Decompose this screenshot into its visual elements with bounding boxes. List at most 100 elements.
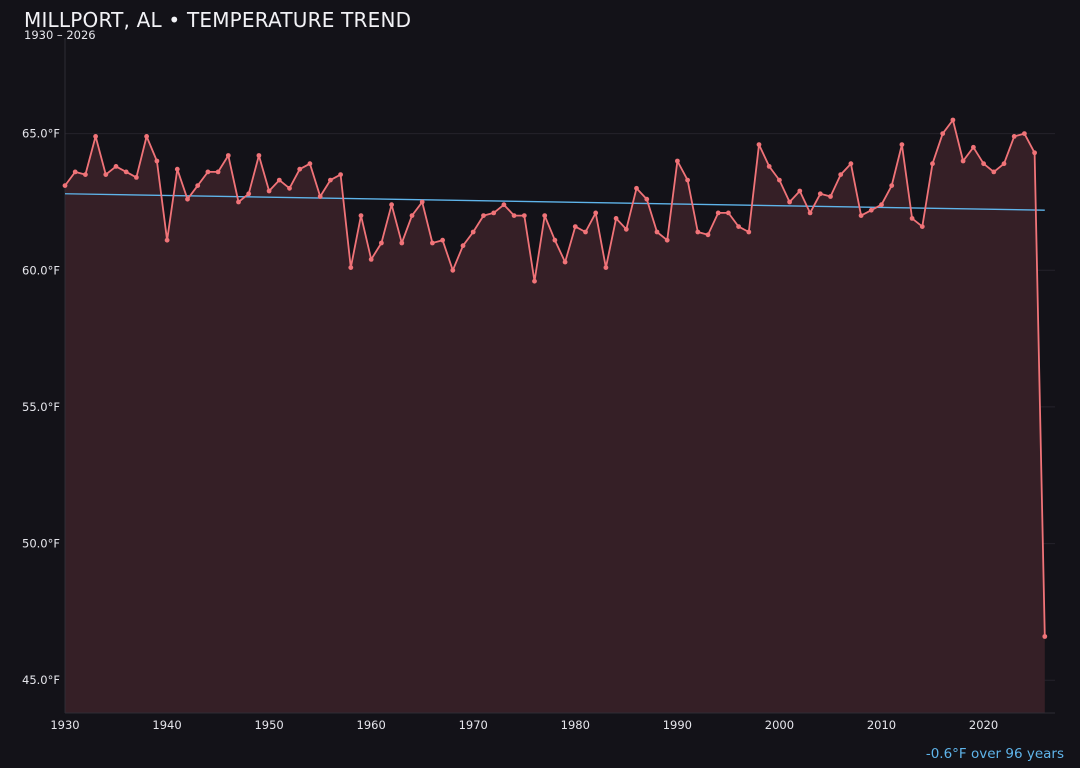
data-point: [174, 166, 180, 172]
data-point: [562, 259, 568, 265]
trend-change-label: -0.6°F over 96 years: [925, 746, 1064, 762]
data-point: [593, 210, 599, 216]
data-point: [419, 199, 425, 205]
data-point: [685, 177, 690, 183]
data-point: [225, 153, 231, 158]
data-point: [470, 229, 476, 235]
data-point: [1001, 161, 1007, 167]
data-point: [1022, 131, 1027, 137]
y-tick-label: 50.0°F: [22, 537, 60, 551]
data-point: [215, 169, 221, 175]
data-point: [185, 196, 190, 202]
data-point: [940, 131, 946, 137]
data-point: [552, 237, 558, 243]
y-tick-labels: 45.0°F 50.0°F 55.0°F 60.0°F 65.0°F: [22, 127, 60, 688]
axis-layer: [64, 38, 1055, 714]
data-point: [358, 213, 364, 219]
data-point: [113, 164, 119, 169]
data-point: [705, 232, 711, 238]
x-tick-label: 2010: [867, 718, 896, 732]
data-point: [481, 213, 486, 219]
data-point: [338, 172, 343, 178]
data-point: [787, 199, 792, 205]
data-point: [1032, 150, 1037, 156]
data-point: [205, 169, 211, 175]
data-point: [62, 183, 68, 189]
series-area-fill: [65, 120, 1045, 713]
data-point: [328, 177, 333, 183]
data-point: [583, 229, 588, 235]
data-point: [960, 158, 966, 164]
data-point: [634, 185, 639, 191]
data-point: [236, 199, 241, 205]
trend-layer: [64, 193, 1045, 211]
data-point: [460, 243, 466, 249]
y-tick-label: 60.0°F: [22, 263, 60, 277]
chart-title: MILLPORT, AL • TEMPERATURE TREND: [24, 8, 412, 32]
x-tick-label: 1960: [357, 718, 386, 732]
data-point: [736, 224, 741, 230]
data-point: [399, 240, 405, 246]
data-point: [440, 237, 445, 243]
data-point: [409, 213, 415, 219]
area-layer: [65, 120, 1045, 713]
data-point: [72, 169, 78, 175]
chart-subtitle: 1930 – 2026: [24, 28, 96, 42]
data-point: [879, 202, 884, 208]
data-point: [909, 216, 915, 221]
y-tick-label: 65.0°F: [22, 127, 60, 141]
data-point: [899, 142, 905, 148]
data-point: [379, 240, 384, 246]
data-point: [991, 169, 997, 175]
data-point: [450, 267, 456, 273]
data-point: [950, 117, 956, 123]
data-point: [154, 158, 160, 164]
data-point: [889, 183, 895, 189]
x-tick-labels: 1930 1940 1950 1960 1970 1980 1990 2000 2010 2020: [50, 718, 998, 732]
data-point: [613, 216, 619, 221]
data-point: [746, 229, 752, 235]
data-point: [511, 213, 517, 219]
data-point: [766, 164, 772, 169]
data-point: [164, 237, 170, 243]
x-tick-label: 2000: [765, 718, 794, 732]
data-point: [134, 175, 139, 180]
data-point: [807, 210, 813, 216]
data-point: [256, 153, 262, 158]
x-tick-label: 2020: [969, 718, 998, 732]
data-point: [654, 229, 660, 235]
data-point: [266, 188, 272, 194]
data-point: [664, 237, 670, 243]
data-point: [971, 144, 976, 150]
data-point: [103, 172, 109, 178]
y-tick-label: 45.0°F: [22, 673, 60, 687]
data-point: [715, 210, 721, 216]
data-point: [83, 172, 88, 178]
data-point: [603, 265, 609, 270]
x-tick-label: 1950: [254, 718, 283, 732]
data-point: [368, 257, 374, 262]
data-point: [93, 134, 98, 139]
x-tick-label: 1980: [561, 718, 590, 732]
data-point: [695, 229, 701, 235]
data-point: [838, 172, 844, 178]
data-point: [144, 134, 150, 139]
data-point: [777, 177, 782, 183]
data-point: [348, 265, 354, 270]
data-point: [919, 224, 925, 230]
data-point: [491, 210, 497, 216]
data-point: [532, 278, 537, 284]
data-point: [572, 224, 578, 230]
data-point: [756, 142, 762, 148]
data-point: [726, 210, 731, 216]
points-layer: [62, 117, 1048, 639]
data-point: [828, 194, 833, 199]
x-tick-label: 1990: [663, 718, 692, 732]
x-tick-label: 1930: [50, 718, 79, 732]
y-tick-label: 55.0°F: [22, 400, 60, 414]
data-point: [981, 161, 986, 167]
data-point: [307, 161, 313, 167]
data-point: [1042, 634, 1048, 639]
data-point: [297, 166, 303, 172]
data-point: [797, 188, 803, 194]
